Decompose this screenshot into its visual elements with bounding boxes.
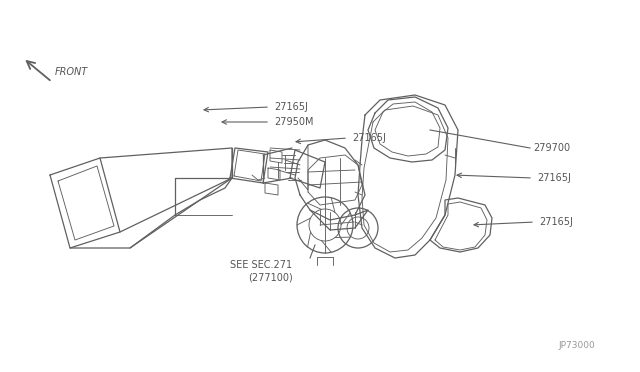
Text: (277100): (277100): [248, 273, 292, 283]
Text: JP73000: JP73000: [558, 340, 595, 350]
Text: 27165J: 27165J: [352, 133, 386, 143]
Text: 27165J: 27165J: [274, 102, 308, 112]
Text: 27950M: 27950M: [274, 117, 314, 127]
Text: 27165J: 27165J: [539, 217, 573, 227]
Text: FRONT: FRONT: [55, 67, 88, 77]
Text: 279700: 279700: [533, 143, 570, 153]
Text: SEE SEC.271: SEE SEC.271: [230, 260, 292, 270]
Text: 27165J: 27165J: [537, 173, 571, 183]
